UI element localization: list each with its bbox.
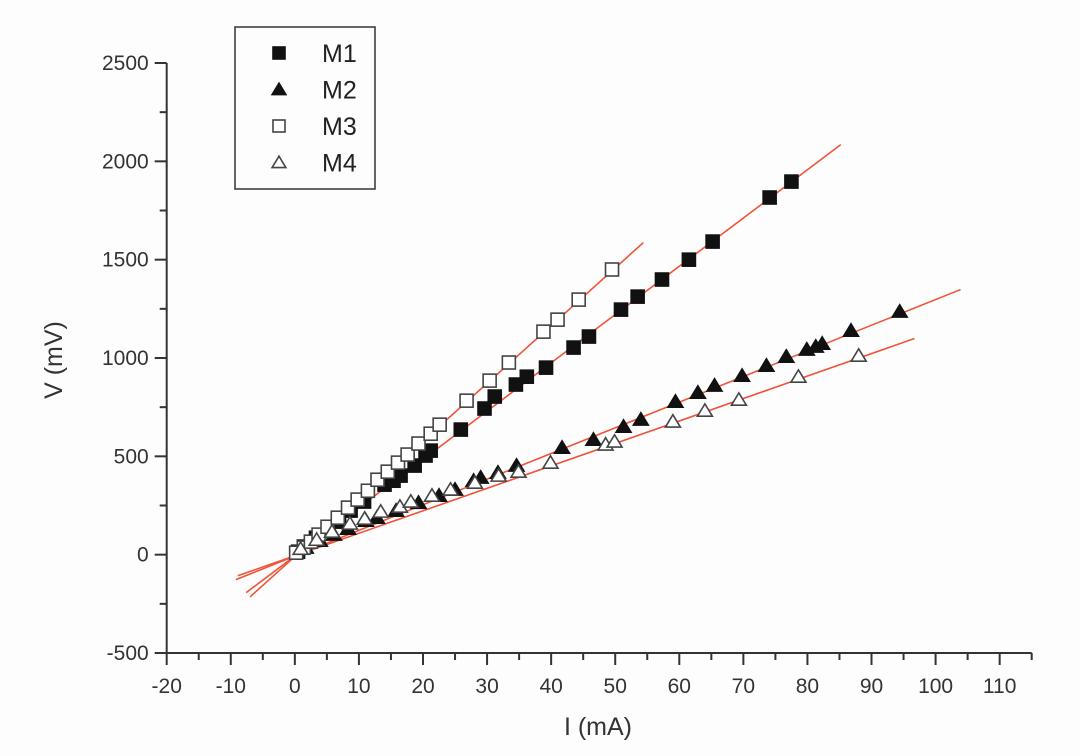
point-m2 bbox=[813, 335, 832, 350]
point-m2 bbox=[777, 348, 796, 363]
point-m1 bbox=[453, 422, 469, 437]
point-m1 bbox=[508, 377, 524, 392]
point-m4 bbox=[466, 474, 484, 490]
point-m4 bbox=[541, 454, 560, 469]
point-m3 bbox=[360, 483, 376, 499]
point-m1 bbox=[705, 234, 720, 249]
point-m3 bbox=[571, 292, 586, 307]
point-m4 bbox=[355, 510, 374, 526]
point-m4 bbox=[307, 531, 326, 547]
x-tick-label: 70 bbox=[732, 675, 755, 698]
point-m1 bbox=[581, 329, 597, 344]
legend-label-m1: M1 bbox=[322, 40, 357, 68]
axes: -20 -10 0 10 20 30 40 50 60 70 80 90 100 110 -500 0 500 1… bbox=[102, 52, 1033, 698]
x-tick-label: -10 bbox=[216, 675, 246, 698]
point-m2 bbox=[842, 322, 860, 337]
legend-marker-m3 bbox=[272, 119, 286, 133]
y-axis-title: V (mV) bbox=[40, 321, 68, 399]
point-m2 bbox=[584, 431, 603, 446]
point-m1 bbox=[784, 174, 799, 189]
point-m2 bbox=[688, 384, 707, 399]
point-m3 bbox=[432, 417, 447, 432]
point-m2 bbox=[614, 418, 633, 433]
x-tick-label: 110 bbox=[983, 675, 1016, 698]
y-tick-label: -500 bbox=[107, 642, 149, 665]
point-m4 bbox=[696, 402, 714, 418]
point-m4 bbox=[489, 467, 508, 482]
y-tick-label: 0 bbox=[137, 544, 149, 567]
point-m1 bbox=[630, 289, 645, 304]
legend-marker-m1 bbox=[272, 46, 286, 60]
legend-label-m4: M4 bbox=[322, 150, 357, 178]
point-m4 bbox=[789, 368, 808, 384]
y-tick-label: 2000 bbox=[102, 150, 149, 173]
point-m2 bbox=[631, 411, 650, 426]
point-m1 bbox=[654, 272, 670, 287]
x-tick-label: 0 bbox=[289, 675, 301, 698]
point-m1 bbox=[477, 401, 492, 416]
point-m1 bbox=[423, 443, 438, 458]
y-tick-label: 2500 bbox=[102, 52, 149, 75]
point-m2 bbox=[666, 393, 685, 408]
legend-box bbox=[234, 26, 376, 190]
point-m4 bbox=[341, 515, 359, 530]
point-m1 bbox=[681, 252, 697, 267]
x-tick-label: 100 bbox=[918, 675, 953, 698]
legend-label-m2: M2 bbox=[322, 77, 357, 105]
point-m4 bbox=[423, 487, 441, 502]
point-m1 bbox=[538, 360, 554, 375]
y-tick-label: 500 bbox=[114, 445, 149, 468]
x-tick-label: 40 bbox=[539, 675, 562, 698]
point-m4 bbox=[509, 463, 528, 478]
point-m1 bbox=[487, 389, 503, 404]
point-m3 bbox=[459, 393, 474, 408]
point-m4 bbox=[291, 540, 310, 556]
x-tick-label: 80 bbox=[796, 675, 819, 698]
x-axis-title: I (mA) bbox=[564, 713, 632, 741]
x-tick-label: 60 bbox=[668, 675, 691, 698]
x-tick-label: 50 bbox=[604, 675, 627, 698]
point-m4 bbox=[849, 347, 868, 362]
x-tick-label: 90 bbox=[860, 675, 883, 698]
point-m4 bbox=[605, 433, 624, 448]
fit-line-m2 bbox=[235, 288, 961, 581]
point-m4 bbox=[401, 493, 420, 508]
point-m3 bbox=[604, 262, 620, 277]
x-tick-label: 30 bbox=[475, 675, 498, 698]
point-m4 bbox=[323, 523, 341, 538]
point-m1 bbox=[762, 190, 777, 205]
point-m4 bbox=[663, 413, 682, 428]
point-m2 bbox=[890, 303, 909, 318]
point-m3 bbox=[536, 324, 551, 339]
point-m3 bbox=[482, 373, 497, 388]
point-m3 bbox=[400, 447, 415, 462]
point-m1 bbox=[519, 369, 535, 384]
point-m1 bbox=[393, 468, 408, 483]
point-m3 bbox=[501, 355, 517, 370]
point-m4 bbox=[441, 481, 460, 496]
point-m4 bbox=[371, 503, 390, 518]
legend: M1 M2 M3 M4 bbox=[234, 26, 376, 190]
point-m1 bbox=[566, 340, 581, 355]
data-markers bbox=[288, 174, 909, 561]
legend-marker-m2 bbox=[270, 81, 288, 96]
point-m3 bbox=[411, 436, 426, 451]
x-tick-label: 20 bbox=[411, 675, 434, 698]
x-tick-label: -20 bbox=[152, 675, 182, 698]
point-m2 bbox=[705, 377, 724, 392]
legend-label-m3: M3 bbox=[322, 113, 357, 141]
point-m3 bbox=[550, 312, 565, 327]
point-m4 bbox=[729, 391, 748, 407]
point-m2 bbox=[757, 357, 776, 372]
x-tick-label: 10 bbox=[347, 675, 370, 698]
y-tick-label: 1000 bbox=[102, 347, 149, 370]
point-m2 bbox=[733, 367, 751, 383]
point-m1 bbox=[613, 302, 629, 317]
y-tick-label: 1500 bbox=[102, 249, 149, 272]
legend-marker-m4 bbox=[270, 154, 288, 169]
point-m2 bbox=[553, 439, 571, 455]
